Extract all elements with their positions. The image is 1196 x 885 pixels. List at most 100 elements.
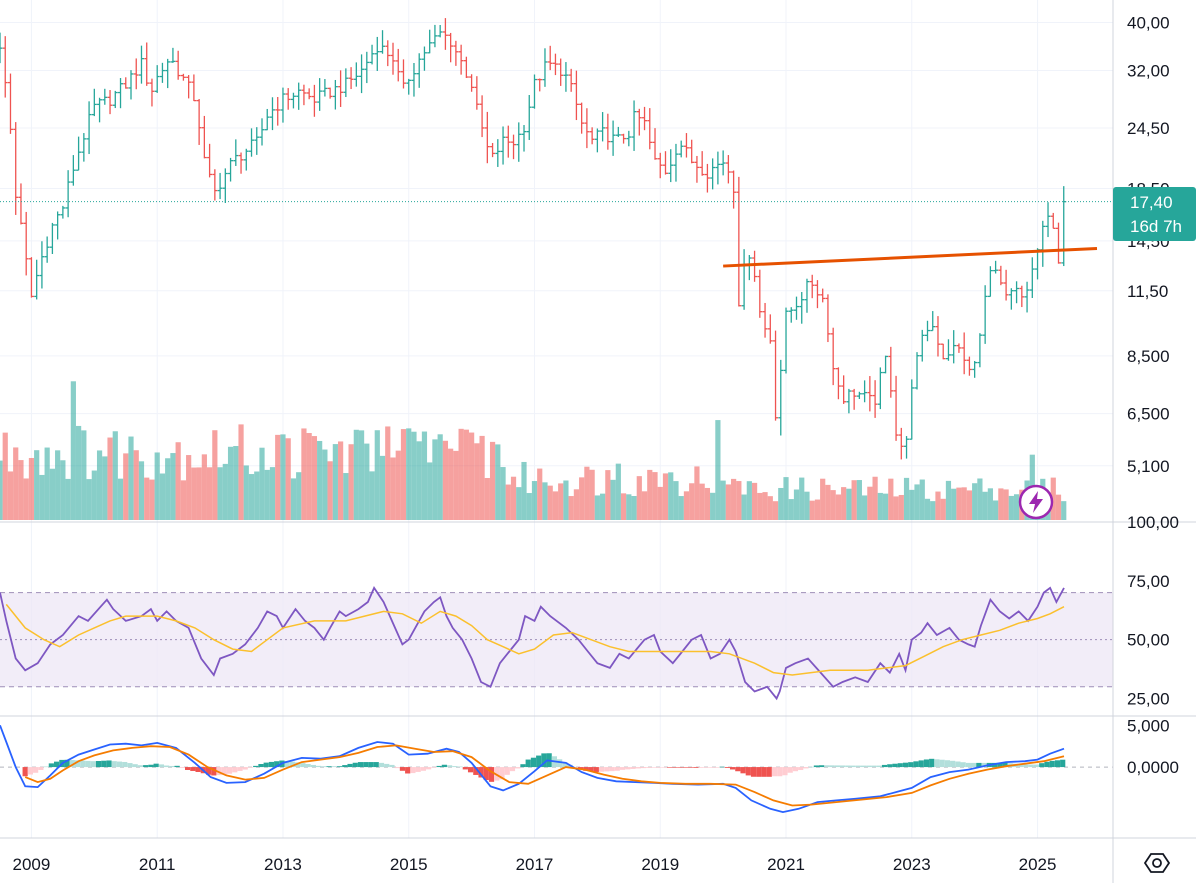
volume-bar [437,434,443,520]
macd-histogram-bar [179,767,185,768]
price-candle [704,163,710,193]
price-candle [317,78,323,111]
volume-bar [259,447,265,520]
volume-bar [631,496,637,520]
volume-bar [358,430,365,520]
price-candle [400,59,406,89]
macd-histogram-bar [646,767,652,768]
macd-histogram-bar [263,762,269,768]
volume-bar [13,447,19,520]
volume-bar [107,437,113,520]
macd-histogram-bar [850,765,856,768]
macd-histogram-bar [557,759,563,768]
volume-bar [966,490,973,520]
volume-bar [877,492,883,520]
lightning-icon[interactable] [1018,484,1054,520]
volume-bar [96,450,103,520]
price-candle [495,139,501,167]
volume-bar [699,483,705,520]
price-candle [269,97,275,131]
volume-bar [44,447,50,520]
price-candle [683,133,689,158]
volume-bar [673,481,679,520]
price-candle [207,143,213,178]
price-candle [175,50,181,80]
price-candle [987,266,993,298]
price-candle [280,87,286,123]
volume-bar [647,469,653,520]
macd-histogram-bar [305,764,311,768]
volume-bar [882,493,889,520]
price-candle [752,250,758,282]
macd-histogram-bar [462,767,468,770]
macd-histogram-bar [876,765,882,768]
price-candle [186,75,192,99]
macd-histogram-bar [483,767,489,781]
macd-histogram-bar [347,763,353,768]
price-candle [196,98,202,145]
volume-bar [369,471,375,520]
price-candle [427,29,433,54]
macd-histogram-bar [834,765,840,768]
macd-histogram-bar [845,765,851,768]
volume-bar [898,494,904,520]
price-candle [731,170,737,209]
price-candle [18,183,24,225]
macd-histogram-bar [164,765,170,768]
price-candle [647,108,653,150]
volume-bar [311,436,318,520]
volume-bar [1013,494,1020,520]
price-candle [935,316,941,357]
gear-icon[interactable] [1140,846,1174,880]
macd-histogram-bar [211,767,217,776]
volume-bar [526,493,532,520]
volume-bar [123,453,129,520]
volume-bar [327,461,333,520]
macd-histogram-bar [761,767,767,777]
macd-histogram-bar [1044,761,1050,768]
volume-bar [568,496,574,520]
price-candle [416,53,422,88]
macd-histogram-bar [253,765,259,768]
price-candle [563,62,569,92]
price-candle [128,70,134,100]
macd-histogram-bar [122,761,128,768]
volume-bar [500,467,506,520]
macd-histogram-bar [415,767,421,772]
macd-histogram-bar [394,767,400,769]
price-candle [55,211,61,240]
macd-histogram-bar [525,759,531,768]
volume-bar [767,496,773,520]
volume-bar [584,466,590,520]
volume-bar [332,444,338,520]
macd-histogram-bar [447,765,453,768]
price-candle [589,127,595,145]
macd-histogram-bar [677,767,683,768]
price-candle [678,140,684,158]
volume-bar [589,469,595,520]
volume-bar [563,480,569,520]
macd-histogram-bar [232,767,238,773]
volume-bar [186,455,192,520]
grid-lines [0,0,1113,838]
volume-bar [951,488,957,520]
price-candle [500,126,506,165]
price-candle [615,126,621,137]
macd-histogram-bar [38,767,44,770]
macd-histogram-bar [405,767,411,774]
macd-histogram-bar [431,767,437,768]
price-candle [448,32,454,63]
volume-bar [322,449,328,520]
volume-bar [317,440,323,520]
macd-histogram-bar [777,767,783,777]
price-candle [290,92,296,109]
price-candle [484,111,490,164]
volume-bar [60,460,66,520]
volume-bar [579,477,585,520]
macd-histogram-bar [90,761,96,768]
price-candle [904,436,910,459]
price-candle [825,294,831,343]
volume-bar [683,491,690,520]
volume-bar [112,431,118,520]
